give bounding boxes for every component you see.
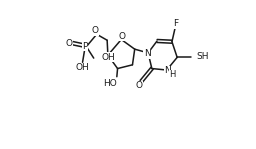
Text: O: O: [135, 81, 142, 90]
Text: HO: HO: [103, 79, 117, 88]
Text: H: H: [169, 70, 176, 79]
Text: N: N: [144, 49, 151, 58]
Text: SH: SH: [197, 52, 209, 61]
Text: F: F: [173, 19, 178, 28]
Text: P: P: [82, 42, 88, 51]
Text: OH: OH: [101, 53, 115, 62]
Text: OH: OH: [76, 63, 89, 72]
Text: N: N: [164, 66, 171, 75]
Text: O: O: [66, 39, 73, 48]
Text: O: O: [91, 27, 98, 35]
Text: O: O: [118, 32, 125, 41]
